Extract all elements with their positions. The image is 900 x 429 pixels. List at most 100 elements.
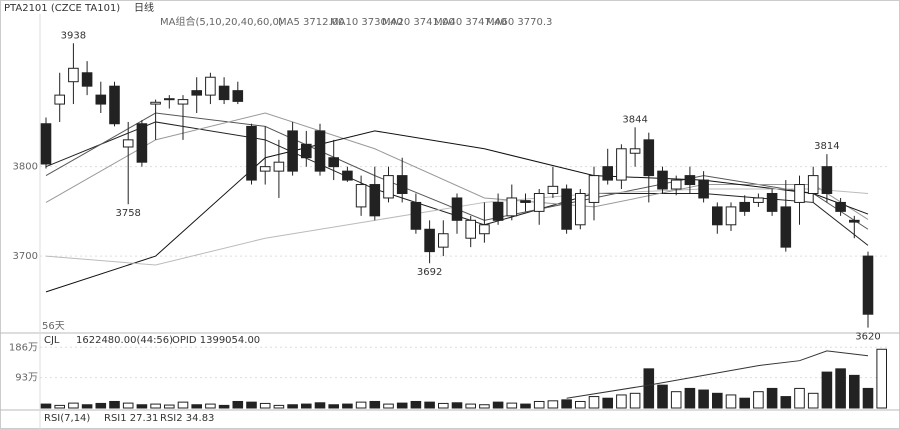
candle-body xyxy=(164,98,175,101)
volume-bar xyxy=(424,401,435,409)
candle-body xyxy=(273,161,285,172)
candle-body xyxy=(698,179,709,199)
volume-bar xyxy=(136,404,148,409)
volume-bar xyxy=(109,400,120,409)
volume-bar xyxy=(520,403,531,409)
candle-body xyxy=(780,206,792,248)
volume-bar xyxy=(232,400,244,409)
volume-bar xyxy=(95,402,107,409)
volume-bar xyxy=(492,401,504,409)
volume-bar xyxy=(657,384,668,409)
annotation: 3844 xyxy=(622,114,647,125)
volume-bar xyxy=(246,401,257,409)
volume-bar xyxy=(835,368,846,409)
ma-item: MA10 3730.40 xyxy=(330,17,403,28)
volume-bar xyxy=(547,400,559,409)
candle-body xyxy=(835,201,846,212)
volume-bar xyxy=(876,348,887,409)
candle-body xyxy=(725,206,737,226)
candle-body xyxy=(246,125,257,181)
candle-body xyxy=(150,101,161,105)
volume-bar xyxy=(369,400,381,409)
candle-body xyxy=(218,85,230,101)
vol-value: 1622480.00(44:56) xyxy=(76,335,173,346)
volume-bar xyxy=(273,404,285,409)
volume-bar xyxy=(807,392,819,409)
candle-body xyxy=(807,175,819,194)
volume-bar xyxy=(766,387,778,409)
candle-body xyxy=(355,184,367,208)
candle-body xyxy=(54,94,65,105)
candle-body xyxy=(40,123,52,165)
oi-value: OPID 1399054.00 xyxy=(172,335,260,346)
candle-body xyxy=(629,148,641,154)
volume-bar xyxy=(616,394,627,409)
volume-bar xyxy=(862,387,874,409)
volume-bar xyxy=(684,387,696,409)
candle-body xyxy=(81,72,93,87)
volume-bar xyxy=(506,402,518,409)
volume-bar xyxy=(698,389,709,409)
candle-body xyxy=(862,255,874,315)
y-tick-label: 3700 xyxy=(13,251,38,262)
candle-body xyxy=(684,175,696,186)
volume-bar xyxy=(794,387,805,409)
volume-bar xyxy=(259,402,271,409)
volume-bar xyxy=(561,399,572,409)
candle-body xyxy=(342,170,353,181)
vol-title[interactable]: CJL xyxy=(44,335,60,346)
candle-body xyxy=(561,188,572,230)
annotation: 3620 xyxy=(855,332,880,343)
candle-body xyxy=(506,197,518,217)
period[interactable]: 日线 xyxy=(134,1,154,14)
volume-bar xyxy=(287,404,298,409)
ma-item: MA组合(5,10,20,40,60,0) xyxy=(160,15,283,28)
candle-body xyxy=(438,233,449,248)
volume-bar xyxy=(451,402,463,409)
volume-bar xyxy=(177,401,189,409)
candle-body xyxy=(766,192,778,212)
candle-body xyxy=(396,175,408,194)
volume-bar xyxy=(81,404,93,409)
symbol: PTA2101 (CZCE TA101) xyxy=(4,3,120,14)
volume-bar xyxy=(314,402,326,409)
candle-body xyxy=(68,67,79,83)
candle-body xyxy=(465,219,476,239)
volume-bar xyxy=(410,400,422,409)
candle-body xyxy=(424,228,435,253)
candle-body xyxy=(547,185,559,194)
ma-line xyxy=(45,188,869,266)
candle-body xyxy=(739,201,750,212)
candle-body xyxy=(259,166,271,172)
volume-bar xyxy=(821,371,833,409)
candle-body xyxy=(479,224,490,235)
candle-body xyxy=(588,175,600,203)
volume-bar xyxy=(629,392,641,409)
volume-bar xyxy=(849,374,860,409)
volume-bar xyxy=(479,404,490,409)
rsi1: RSI1 27.31 xyxy=(104,413,158,424)
candle-body xyxy=(328,157,339,168)
candle-body xyxy=(191,90,202,96)
candle-body xyxy=(177,99,189,105)
candle-body xyxy=(369,184,381,217)
rsi-title: RSI(7,14) xyxy=(44,413,90,424)
volume-bar xyxy=(575,400,586,409)
volume-bar xyxy=(465,403,476,409)
ma-item: MA5 3712.00 xyxy=(278,17,344,28)
candle-body xyxy=(410,201,422,230)
candle-body xyxy=(575,192,586,226)
candle-body xyxy=(95,94,107,105)
volume-bar xyxy=(588,396,600,409)
volume-bar xyxy=(328,404,339,409)
volume-bar xyxy=(643,368,655,409)
y-tick-label: 3800 xyxy=(13,162,38,173)
candle-body xyxy=(616,148,627,181)
candle-body xyxy=(657,170,668,190)
volume-bar xyxy=(438,402,449,409)
candle-body xyxy=(451,197,463,221)
oi-line xyxy=(566,350,869,399)
candle-body xyxy=(533,192,545,212)
